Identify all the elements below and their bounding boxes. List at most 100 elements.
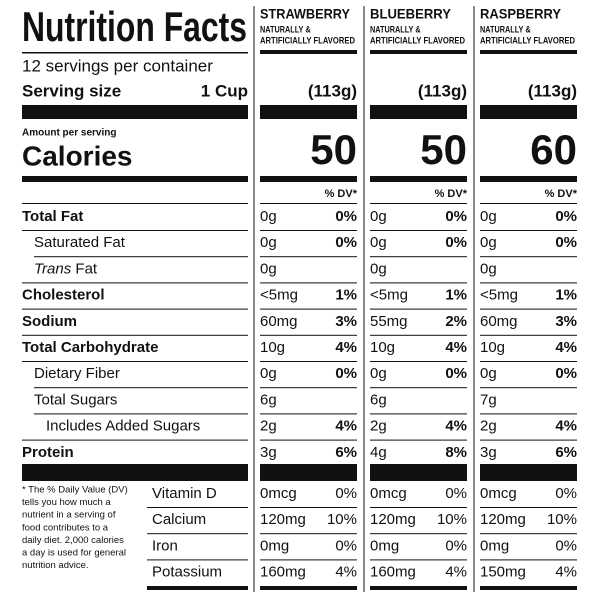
rule	[480, 464, 577, 481]
rule	[370, 256, 467, 258]
amount: 2g	[370, 418, 387, 435]
rule	[370, 533, 467, 535]
daily-value: 0%	[335, 365, 357, 382]
amount: 0g	[480, 260, 497, 277]
rule	[260, 413, 357, 415]
rule	[480, 361, 577, 362]
rule	[370, 105, 467, 119]
amount: 6g	[260, 391, 277, 408]
amount: 0g	[480, 365, 497, 382]
rule	[480, 282, 577, 284]
nutrient-label: Dietary Fiber	[34, 365, 120, 382]
rule	[370, 361, 467, 362]
rule	[370, 507, 467, 508]
daily-value: 1%	[445, 287, 467, 304]
rule	[260, 203, 357, 204]
rule	[480, 50, 577, 54]
amount: <5mg	[370, 287, 408, 304]
vitamin-amount: 160mg	[260, 564, 306, 581]
rule	[370, 586, 467, 590]
daily-value: 0%	[445, 234, 467, 251]
rule	[260, 308, 357, 310]
daily-value: 0%	[555, 208, 577, 225]
vitamin-amount: 0mcg	[370, 485, 407, 502]
daily-value: 4%	[335, 418, 357, 435]
rule	[147, 559, 248, 561]
vitamin-dv: 4%	[445, 564, 467, 581]
vitamin-amount: 120mg	[260, 511, 306, 528]
serving-grams: (113g)	[528, 81, 577, 100]
rule	[480, 387, 577, 389]
nutrient-label: Saturated Fat	[34, 234, 126, 251]
vitamin-dv: 0%	[445, 537, 467, 554]
rule	[480, 256, 577, 258]
vitamin-amount: 0mg	[480, 537, 509, 554]
footnote-line: tells you how much a	[22, 497, 111, 508]
daily-value: 3%	[555, 313, 577, 330]
daily-value: 0%	[555, 365, 577, 382]
rule	[22, 282, 248, 284]
daily-value: 4%	[445, 418, 467, 435]
nutrient-label: Includes Added Sugars	[46, 418, 200, 435]
footnote-line: a day is used for general	[22, 548, 126, 559]
daily-value: 8%	[445, 444, 467, 461]
daily-value: 0%	[335, 208, 357, 225]
amount: 10g	[480, 339, 505, 356]
serving-grams: (113g)	[308, 81, 357, 100]
nutrient-label: Total Fat	[22, 208, 83, 225]
dv-header: % DV*	[435, 188, 468, 200]
vitamin-dv: 0%	[555, 485, 577, 502]
vitamin-amount: 0mcg	[260, 485, 297, 502]
vitamin-label: Potassium	[152, 564, 222, 581]
rule	[22, 334, 248, 336]
amount: <5mg	[260, 287, 298, 304]
daily-value: 1%	[555, 287, 577, 304]
dv-header: % DV*	[325, 188, 358, 200]
vitamin-dv: 4%	[555, 564, 577, 581]
rule	[260, 50, 357, 54]
rule	[480, 507, 577, 508]
vitamin-label: Vitamin D	[152, 485, 217, 502]
product-flavor: NATURALLY &	[480, 25, 531, 36]
amount: 60mg	[260, 313, 298, 330]
vitamin-dv: 0%	[555, 537, 577, 554]
rule	[260, 387, 357, 389]
servings: 12 servings per container	[22, 56, 213, 75]
footnote-line: nutrition advice.	[22, 560, 89, 571]
rule	[480, 439, 577, 441]
rule	[22, 230, 248, 231]
rule	[260, 105, 357, 119]
product-flavor: ARTIFICIALLY FLAVORED	[480, 36, 575, 47]
rule	[480, 559, 577, 561]
vitamin-label: Calcium	[152, 511, 206, 528]
amount: 0g	[370, 208, 387, 225]
rule	[480, 334, 577, 336]
product-name: BLUEBERRY	[370, 6, 452, 22]
nutrient-label: Total Sugars	[34, 391, 117, 408]
daily-value: 0%	[445, 365, 467, 382]
vitamin-dv: 10%	[437, 511, 467, 528]
rule	[370, 203, 467, 204]
vitamin-amount: 150mg	[480, 564, 526, 581]
rule	[260, 507, 357, 508]
rule	[147, 507, 248, 508]
amount: 4g	[370, 444, 387, 461]
vitamin-amount: 0mg	[370, 537, 399, 554]
rule	[370, 464, 467, 481]
product-name: STRAWBERRY	[260, 6, 351, 22]
amount: 55mg	[370, 313, 408, 330]
rule	[480, 533, 577, 535]
rule	[370, 439, 467, 441]
rule	[370, 176, 467, 182]
amount: 10g	[260, 339, 285, 356]
rule	[22, 464, 248, 481]
nutrient-label: Protein	[22, 444, 74, 461]
amount: 0g	[260, 260, 277, 277]
daily-value: 4%	[555, 339, 577, 356]
product-flavor: ARTIFICIALLY FLAVORED	[260, 36, 355, 47]
rule	[34, 256, 248, 258]
rule	[22, 308, 248, 310]
rule	[480, 308, 577, 310]
rule	[370, 334, 467, 336]
